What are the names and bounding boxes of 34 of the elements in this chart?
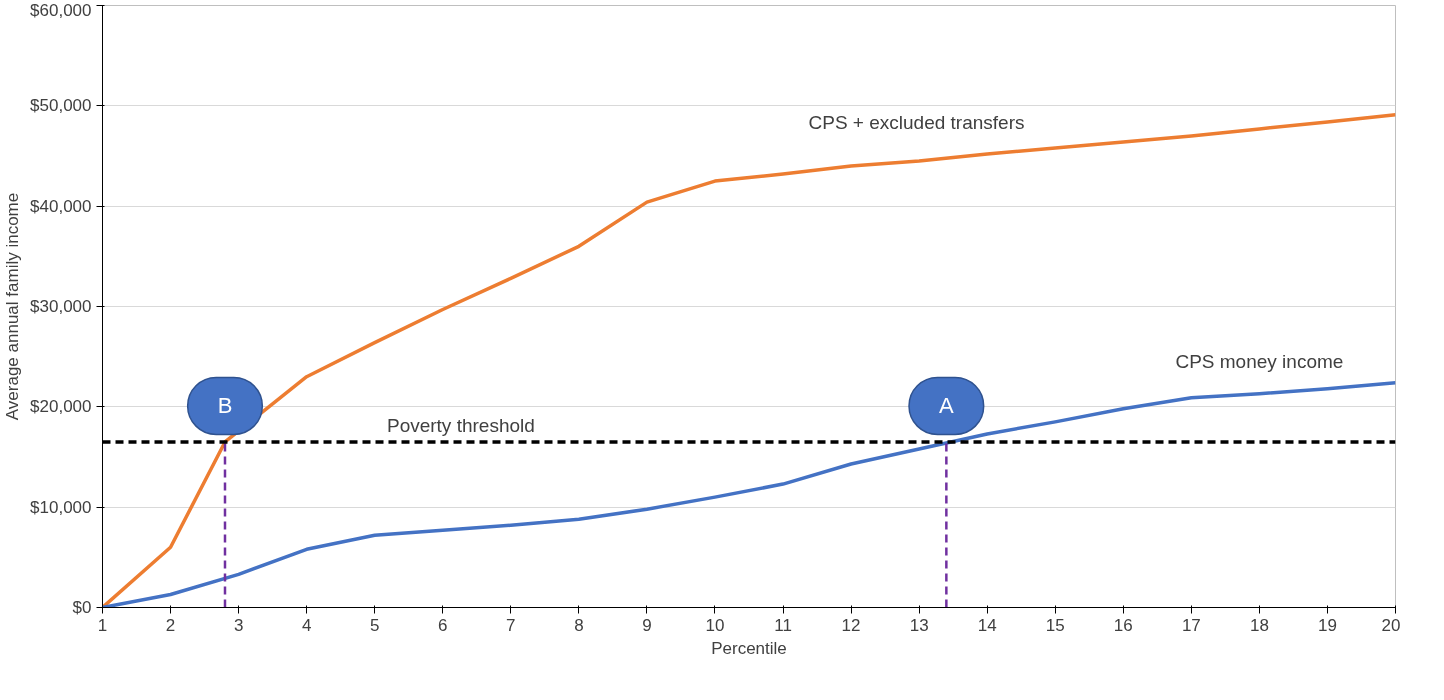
x-tick-label: 6 — [438, 615, 448, 635]
x-tick-label: 8 — [574, 615, 584, 635]
ref-line-label: Poverty threshold — [386, 414, 535, 436]
x-tick-label: 4 — [301, 615, 312, 635]
annotation: B — [217, 393, 233, 419]
x-tick-label: 17 — [1181, 615, 1201, 635]
x-tick-label: 16 — [1113, 615, 1133, 635]
y-tick-label: $50,000 — [30, 96, 92, 116]
y-tick-label: $30,000 — [30, 297, 92, 316]
series-label: CPS + excluded transfers — [808, 112, 1025, 134]
x-tick-label: 18 — [1249, 615, 1269, 635]
y-tick-label: $20,000 — [30, 397, 92, 417]
x-tick-label: 13 — [909, 615, 929, 635]
x-tick-label: 15 — [1045, 615, 1065, 635]
series-label: CPS money income — [1175, 350, 1344, 372]
y-tick-label: $0 — [72, 598, 92, 617]
x-tick-label: 2 — [165, 615, 176, 635]
x-tick-label: 3 — [233, 615, 244, 635]
y-tick-label: $10,000 — [30, 497, 92, 517]
x-tick-label: 1 — [97, 615, 108, 635]
x-tick-label: 19 — [1317, 615, 1337, 635]
x-tick-label: 11 — [774, 615, 792, 635]
y-axis-title: Average annual family income — [3, 192, 23, 421]
x-tick-label: 9 — [642, 615, 652, 635]
x-tick-label: 14 — [977, 615, 997, 635]
x-axis-title: Percentile — [711, 638, 787, 658]
x-tick-label: 20 — [1381, 615, 1401, 635]
x-tick-label: 12 — [841, 615, 861, 635]
y-tick-label: $60,000 — [30, 0, 92, 20]
x-tick-label: 7 — [506, 615, 516, 635]
x-tick-label: 5 — [369, 615, 380, 635]
y-tick-label: $40,000 — [30, 196, 92, 216]
x-tick-label: 10 — [705, 615, 725, 635]
annotation: A — [939, 393, 955, 419]
